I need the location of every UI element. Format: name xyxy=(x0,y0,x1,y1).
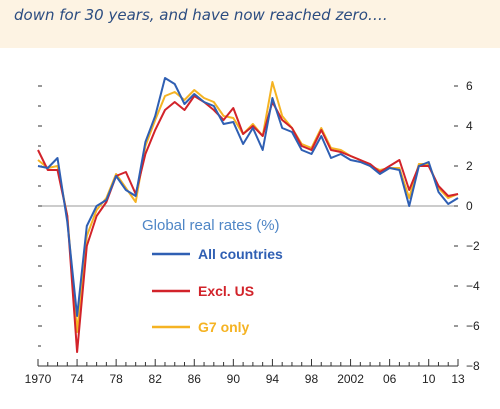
caption-bar: down for 30 years, and have now reached … xyxy=(0,0,500,44)
x-tick-label: 98 xyxy=(305,372,319,386)
y-tick-label: −2 xyxy=(466,239,480,253)
y-tick-label: −4 xyxy=(466,279,480,293)
y-tick-label: 0 xyxy=(466,199,473,213)
x-tick-label: 90 xyxy=(227,372,241,386)
x-tick-label: 86 xyxy=(188,372,202,386)
x-tick-label: 94 xyxy=(266,372,280,386)
x-tick-label: 13 xyxy=(451,372,465,386)
x-tick-label: 2002 xyxy=(337,372,364,386)
line-chart: 6 4 2 0 −2 −4 −6 −8 1970 74 78 82 86 90 94 98 2002 06 10 13… xyxy=(25,77,480,386)
chart-panel: 6 4 2 0 −2 −4 −6 −8 1970 74 78 82 86 90 94 98 2002 06 10 13… xyxy=(0,48,500,409)
y-tick-label: −6 xyxy=(466,319,480,333)
y-tick-label: 6 xyxy=(466,79,473,93)
legend-label: Excl. US xyxy=(198,283,254,299)
x-tick-label: 10 xyxy=(422,372,436,386)
legend-title: Global real rates (%) xyxy=(142,217,280,234)
x-tick-label: 78 xyxy=(109,372,123,386)
legend-label: G7 only xyxy=(198,319,250,335)
y-tick-label: 4 xyxy=(466,119,473,133)
series-line-0 xyxy=(37,77,459,317)
x-tick-label: 82 xyxy=(149,372,163,386)
y-tick-label: −8 xyxy=(466,359,480,373)
x-tick-label: 06 xyxy=(383,372,397,386)
y-tick-label: 2 xyxy=(466,159,473,173)
caption-text: down for 30 years, and have now reached … xyxy=(14,6,388,24)
legend-label: All countries xyxy=(198,246,283,262)
x-tick-label: 1970 xyxy=(25,372,52,386)
x-tick-label: 74 xyxy=(70,372,84,386)
